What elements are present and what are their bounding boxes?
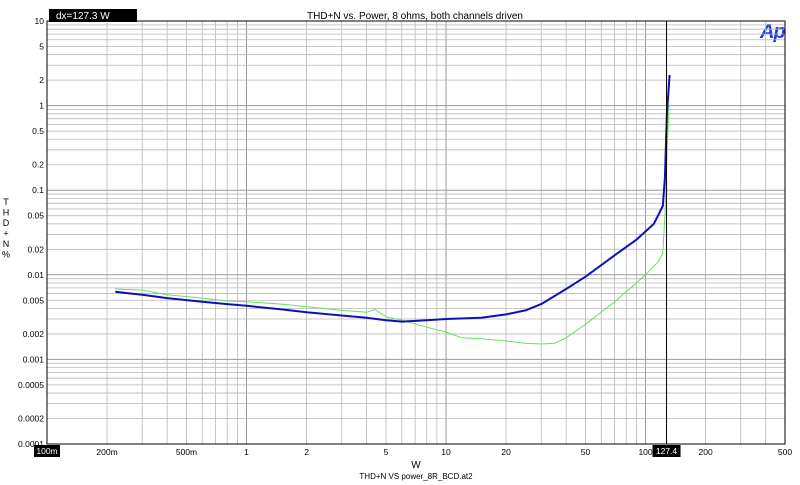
x-axis-label: W: [411, 460, 421, 471]
x-tick-label: 500m: [176, 447, 197, 457]
x-tick-label: 100: [638, 447, 652, 457]
x-tick-label: 50: [581, 447, 591, 457]
y-tick-label: 0.1: [32, 185, 44, 195]
y-tick-label: 0.2: [32, 160, 44, 170]
x-tick-label: 500: [778, 447, 792, 457]
y-tick-label: 0.5: [32, 126, 44, 136]
footer-filename: THD+N VS power_8R_BCD.at2: [359, 472, 473, 481]
cursor-readout-text: dx=127.3 W: [56, 11, 110, 22]
x-tick-label: 5: [384, 447, 389, 457]
y-tick-label: 0.01: [27, 270, 44, 280]
cursor-readout[interactable]: dx=127.3 W: [49, 9, 137, 22]
y-tick-label: 0.05: [27, 211, 44, 221]
y-tick-label: 0.02: [27, 244, 44, 254]
cursor-label: 127.4: [656, 446, 678, 456]
x-tick-label-box: [34, 445, 60, 457]
x-tick-label: 1: [244, 447, 249, 457]
x-tick-label: 2: [304, 447, 309, 457]
y-tick-label: 0.002: [23, 329, 45, 339]
y-tick-label: 10: [35, 16, 45, 26]
y-tick-label: 0.0001: [18, 439, 44, 449]
x-tick-labels: 100m 200m 500m 1 2 5 10 20 50 100 200 500: [34, 445, 792, 457]
cursor-readout-box: [49, 9, 137, 22]
y-tick-labels: 10 5 2 1 0.5 0.2 0.1 0.05 0.02 0.01 0.005 0.002 0.00…: [18, 16, 44, 449]
y-axis-label: T H D + N%: [2, 197, 10, 260]
chart-title: THD+N vs. Power, 8 ohms, both channels d…: [307, 11, 523, 22]
y-tick-label: 1: [39, 101, 44, 111]
cursor[interactable]: 127.4: [652, 21, 681, 457]
y-tick-label: 5: [39, 41, 44, 51]
series-line-2: [115, 74, 671, 323]
x-tick-label: 100m: [36, 446, 57, 456]
x-tick-label: 200: [699, 447, 713, 457]
y-tick-label: 2: [39, 75, 44, 85]
x-tick-label: 20: [501, 447, 511, 457]
y-tick-label: 0.0005: [18, 380, 44, 390]
y-tick-label: 0.0002: [18, 414, 44, 424]
cursor-label-box: [652, 445, 681, 457]
plot-border: [46, 20, 786, 445]
x-tick-label: 200m: [96, 447, 117, 457]
series-line-1: [115, 105, 670, 345]
series-layer: [115, 74, 671, 345]
x-tick-label: 10: [441, 447, 451, 457]
y-tick-label: 0.001: [23, 354, 45, 364]
y-tick-label: 0.005: [23, 295, 45, 305]
